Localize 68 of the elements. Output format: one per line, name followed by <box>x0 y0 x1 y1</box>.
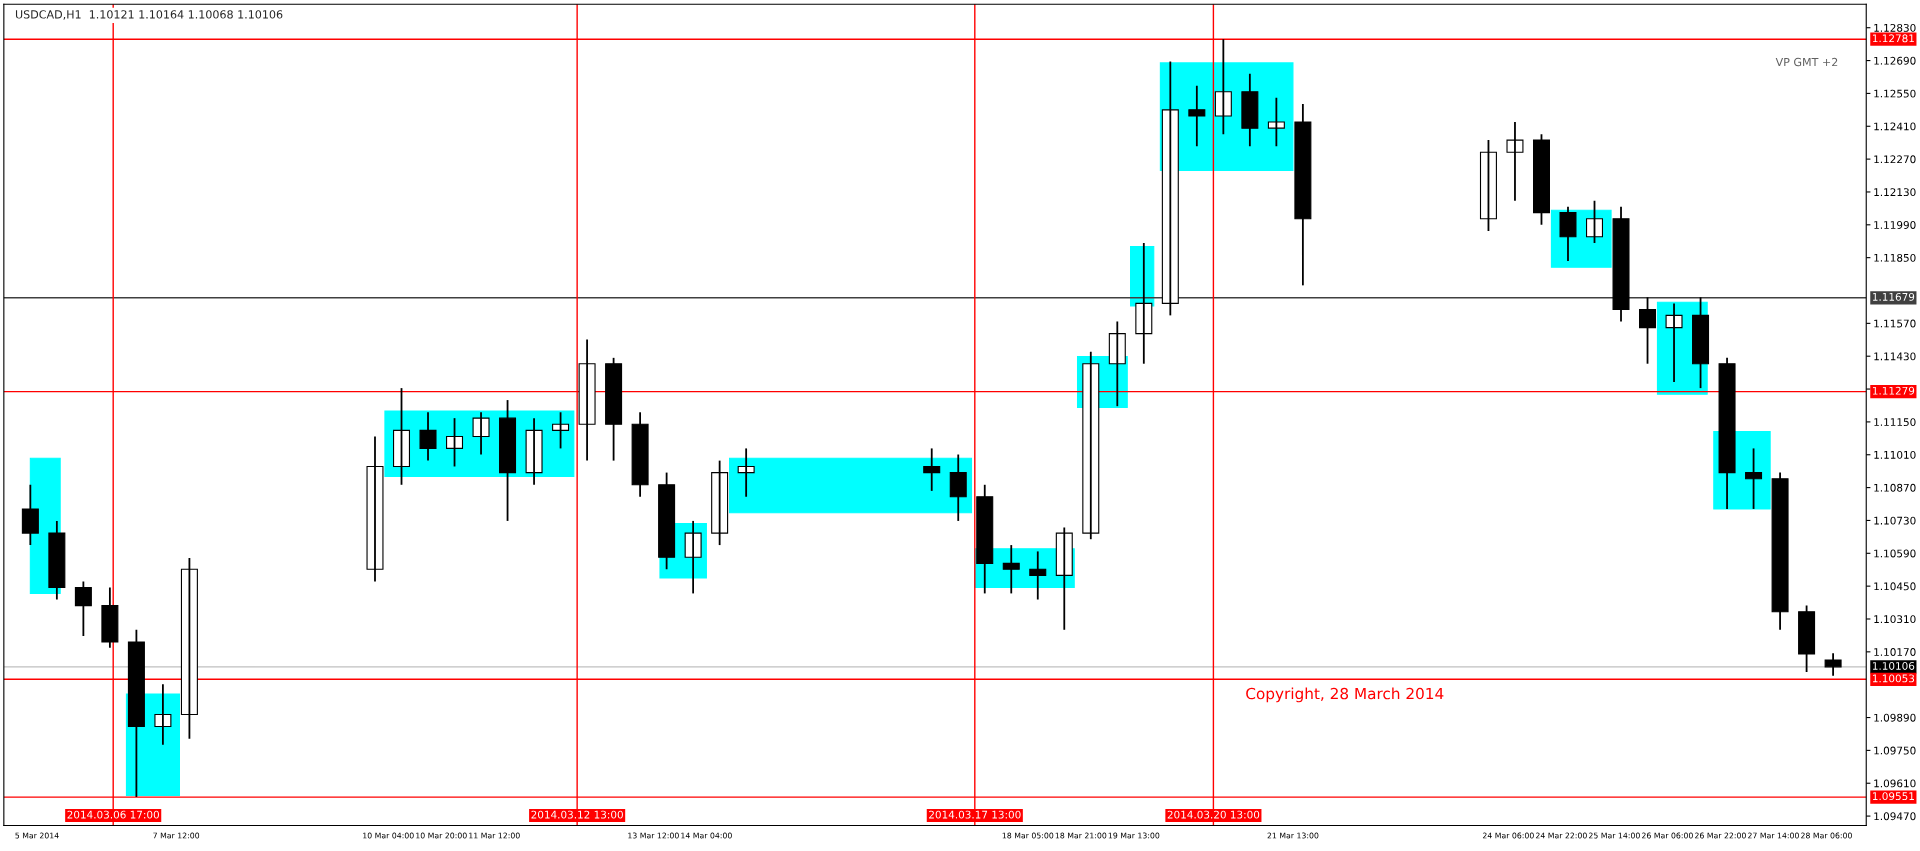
candlestick <box>1585 199 1604 244</box>
candlestick <box>578 338 596 462</box>
candlestick <box>1506 121 1524 202</box>
ref-line-label: 2014.03.12 13:00 <box>531 810 623 819</box>
candlestick <box>552 411 570 450</box>
y-tick-label: 1.09750 <box>1874 746 1916 755</box>
y-tick-label: 1.12830 <box>1874 23 1916 32</box>
ref-line-label: 2014.03.20 13:00 <box>1167 810 1260 819</box>
y-tick-label: 1.10170 <box>1874 648 1916 656</box>
annotation: Copyright, 28 March 2014 <box>1246 687 1444 703</box>
candlestick <box>1479 139 1497 232</box>
y-tick-label: 1.12550 <box>1874 89 1916 98</box>
candlestick <box>1639 296 1657 365</box>
candlestick <box>1214 38 1232 136</box>
y-tick-label: 1.10450 <box>1874 582 1916 591</box>
ref-line-label: 2014.03.17 13:00 <box>929 810 1021 819</box>
candlestick <box>1692 296 1710 390</box>
candlestick <box>525 417 543 486</box>
candlestick <box>21 483 39 546</box>
y-tick-label: 1.10590 <box>1874 549 1916 558</box>
candlestick <box>392 387 411 486</box>
candlestick <box>605 356 623 462</box>
y-tick-label: 1.09890 <box>1874 713 1916 722</box>
y-tick-label: 1.10730 <box>1874 516 1916 525</box>
y-tick-label: 1.12690 <box>1874 56 1916 65</box>
y-tick-label: 1.11570 <box>1874 319 1916 328</box>
candlestick <box>1771 471 1789 631</box>
candlestick <box>1824 652 1842 677</box>
ref-line-label: 1.09551 <box>1872 792 1914 801</box>
y-tick-label: 1.10310 <box>1874 615 1916 624</box>
annotation: VP GMT +2 <box>1775 57 1838 67</box>
ref-line-label: 1.11279 <box>1872 386 1915 395</box>
candlestick <box>1798 604 1816 673</box>
candlestick <box>1612 205 1630 323</box>
candlestick <box>180 557 198 740</box>
chart-title: USDCAD,H1 1.10121 1.10164 1.10068 1.10106 <box>15 10 283 20</box>
y-tick-label: 1.12130 <box>1874 188 1916 197</box>
candlestick <box>1559 205 1577 262</box>
candlestick <box>1002 544 1020 595</box>
candlestick <box>154 683 172 746</box>
y-tick-label: 1.09610 <box>1874 779 1916 788</box>
candlestick <box>1718 356 1736 510</box>
candlestick <box>499 399 517 522</box>
candlestick <box>1665 302 1683 383</box>
candlestick <box>446 417 464 468</box>
y-tick-label: 1.10870 <box>1874 483 1916 492</box>
ref-line-label: 1.10053 <box>1872 674 1915 683</box>
candlestick <box>366 435 384 583</box>
y-tick-label: 1.09470 <box>1874 812 1916 821</box>
ref-line-label: 2014.03.06 17:00 <box>67 810 159 819</box>
y-tick-label: 1.11010 <box>1874 450 1916 459</box>
candlestick <box>419 411 437 462</box>
candlestick <box>1188 84 1206 148</box>
y-tick-label: 1.11430 <box>1874 352 1916 361</box>
ref-line-label: 1.10106 <box>1872 662 1915 670</box>
ref-line-label: 1.11679 <box>1872 292 1915 301</box>
candlestick <box>1267 96 1285 148</box>
y-tick-label: 1.11990 <box>1874 221 1916 229</box>
y-tick-label: 1.11150 <box>1874 418 1916 427</box>
candlestick <box>1745 447 1763 510</box>
candlestick <box>1055 526 1073 631</box>
y-tick-label: 1.12270 <box>1874 155 1916 164</box>
y-tick-label: 1.11850 <box>1874 253 1916 262</box>
candlestick <box>684 520 702 595</box>
ref-line-label: 1.12781 <box>1872 34 1914 43</box>
candlestick <box>472 411 490 456</box>
y-tick-label: 1.12410 <box>1874 122 1916 131</box>
candlestick <box>1532 133 1550 226</box>
